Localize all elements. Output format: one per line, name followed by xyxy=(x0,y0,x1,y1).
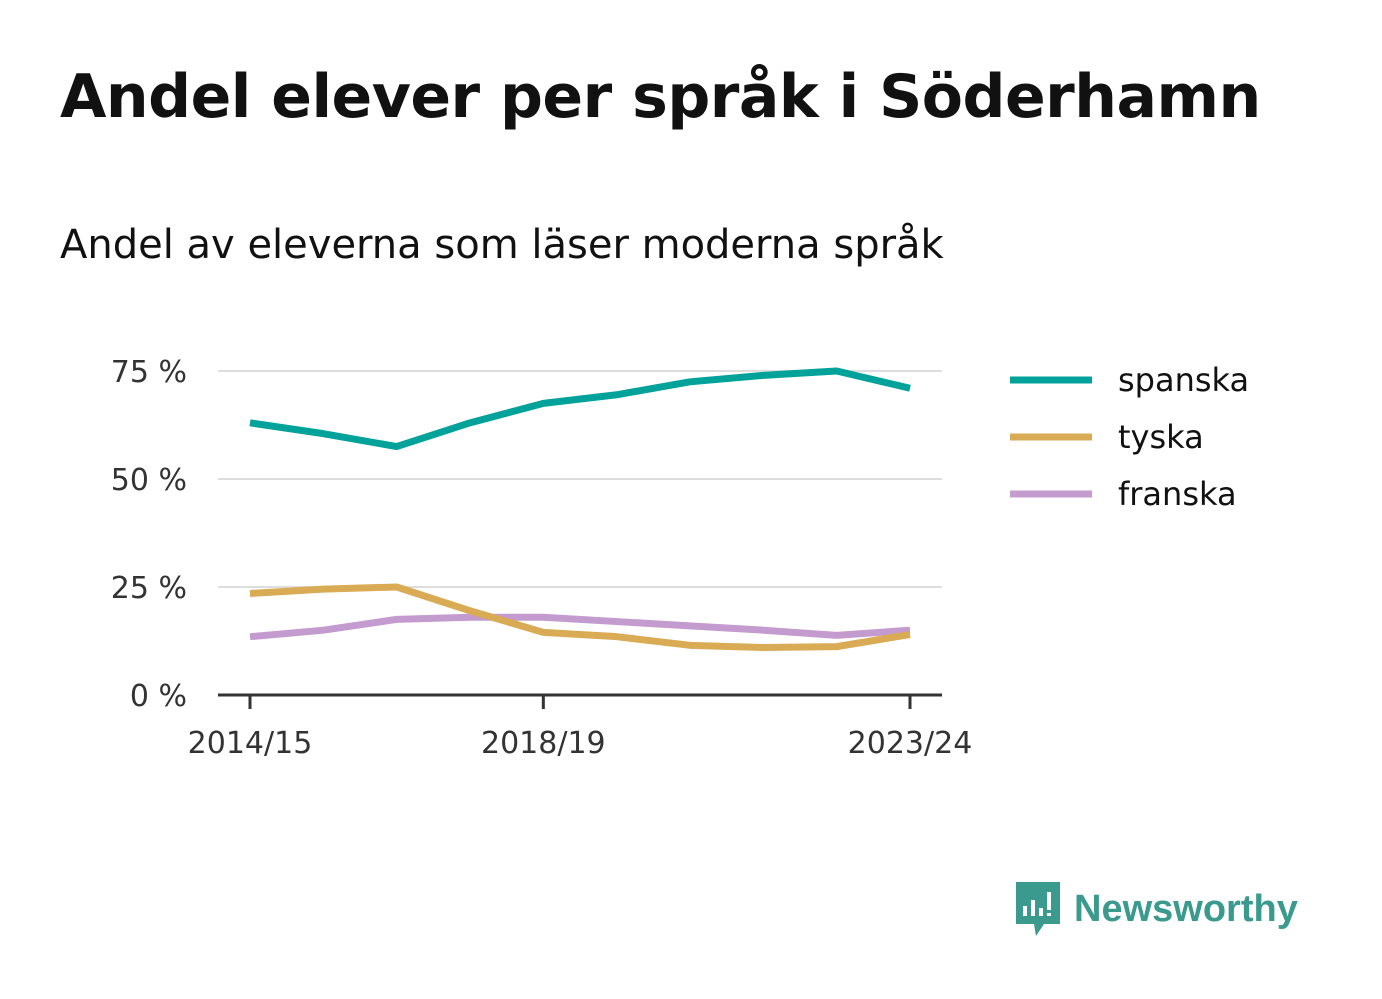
brand-name: Newsworthy xyxy=(1074,887,1298,930)
series-lines xyxy=(249,367,911,651)
chart-subtitle: Andel av eleverna som läser moderna språ… xyxy=(60,222,944,268)
x-tick-label: 2014/15 xyxy=(188,726,313,761)
legend: spanska tyska franska xyxy=(1010,361,1249,513)
y-tick-label: 50 % xyxy=(111,463,187,498)
series-line-franska xyxy=(249,613,911,641)
x-tick-label: 2018/19 xyxy=(481,726,606,761)
brand-logo: Newsworthy xyxy=(1012,878,1298,940)
legend-label-spanska: spanska xyxy=(1118,361,1249,399)
y-tick-label: 75 % xyxy=(111,355,187,390)
x-tick-label: 2023/24 xyxy=(848,726,973,761)
y-tick-label: 0 % xyxy=(130,679,187,714)
chart-title: Andel elever per språk i Söderhamn xyxy=(60,62,1261,132)
y-axis-ticks: 0 % 25 % 50 % 75 % xyxy=(111,355,187,714)
legend-label-tyska: tyska xyxy=(1118,418,1204,456)
series-line-tyska xyxy=(249,583,911,651)
newsworthy-logo-icon xyxy=(1016,882,1060,936)
x-axis: 2014/15 2018/19 2023/24 xyxy=(188,693,973,761)
series-line-spanska xyxy=(249,367,911,451)
gridlines xyxy=(218,370,942,588)
y-tick-label: 25 % xyxy=(111,571,187,606)
legend-label-franska: franska xyxy=(1118,475,1237,513)
